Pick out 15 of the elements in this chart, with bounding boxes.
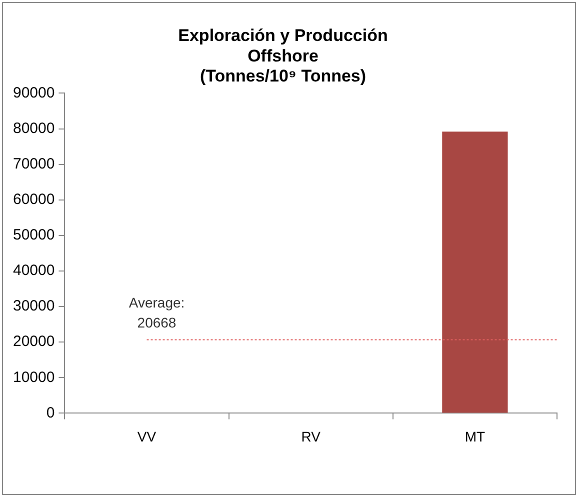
y-tick-label: 10000 [12,368,55,386]
y-tick-label: 30000 [12,298,55,315]
y-tick-label: 60000 [12,191,55,208]
y-tick-label: 90000 [12,84,55,102]
x-tick-label: RV [301,428,322,444]
x-tick-label: VV [137,428,157,444]
x-tick-label: MT [464,428,486,444]
ref-line-label: Average: 20668 [128,294,185,331]
y-tick-label: 20000 [12,333,55,350]
y-tick-label: 50000 [12,226,55,244]
y-tick-label: 80000 [12,120,55,137]
chart-title: Exploración y Producción Offshore (Tonnes/10⁹ Tonnes) [178,26,388,86]
y-tick-label: 70000 [12,155,55,172]
y-tick-label: 0 [46,404,55,422]
y-tick-label: 40000 [12,262,55,280]
